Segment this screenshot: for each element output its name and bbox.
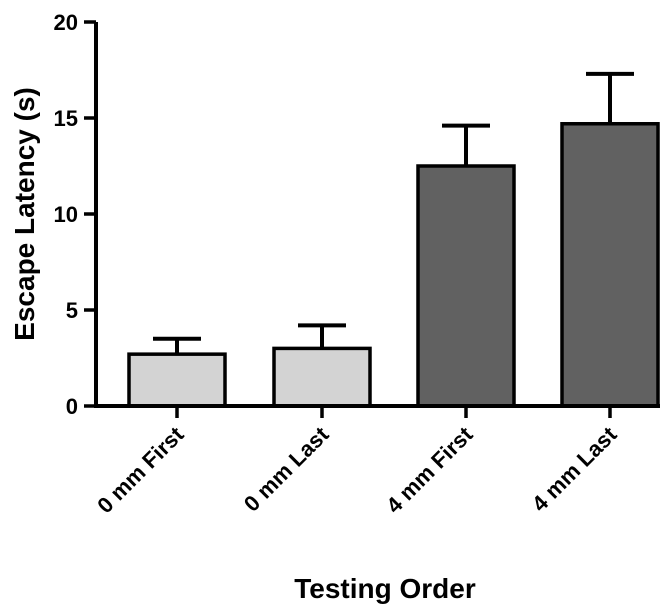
bar [127, 352, 227, 408]
x-tick-label: 0 mm Last [239, 421, 334, 516]
x-axis-title: Testing Order [294, 573, 476, 604]
error-bar [153, 336, 201, 355]
bar [560, 122, 660, 408]
bar [272, 346, 372, 408]
bars-group [127, 122, 660, 408]
x-ticks-group: 0 mm First 0 mm Last 4 mm First 4 mm Last [92, 406, 622, 518]
x-tick-label: 4 mm First [381, 421, 478, 518]
error-bar [586, 71, 634, 124]
y-tick-label: 20 [54, 10, 78, 35]
y-tick-label: 15 [54, 106, 78, 131]
y-axis-title: Escape Latency (s) [9, 87, 40, 341]
bar [416, 164, 516, 408]
y-tick-label: 0 [66, 394, 78, 419]
error-bar [442, 123, 490, 166]
y-tick-label: 10 [54, 202, 78, 227]
y-ticks-group: 0 5 10 15 20 [54, 10, 96, 419]
error-bars-group [153, 71, 634, 355]
error-bar [298, 323, 346, 349]
y-tick-label: 5 [66, 298, 78, 323]
x-tick-label: 4 mm Last [527, 421, 622, 516]
x-tick-label: 0 mm First [92, 421, 189, 518]
